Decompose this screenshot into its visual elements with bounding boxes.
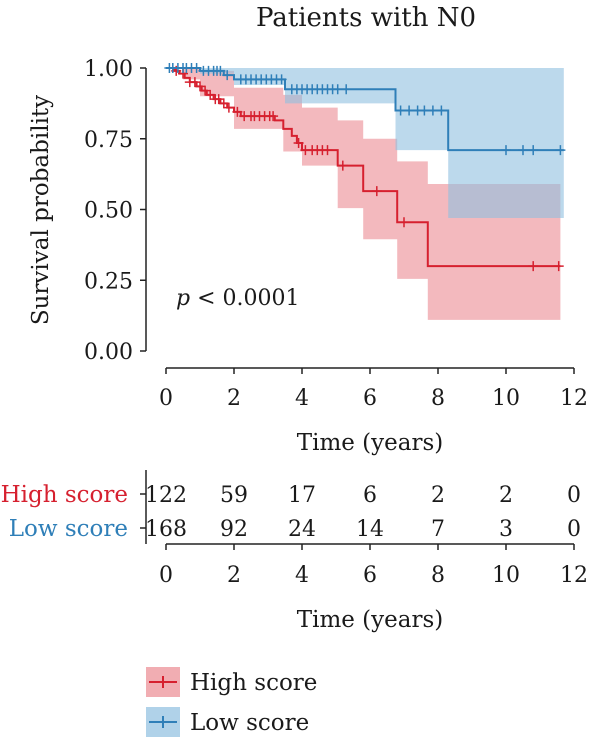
x-tick-label: 10 — [492, 386, 520, 411]
risk-table-row-label-high-score: High score — [1, 482, 128, 508]
risk-count-low-score: 3 — [499, 517, 513, 542]
censor-mark-low-score — [404, 105, 415, 116]
censor-mark-high-score — [223, 102, 234, 113]
censor-mark-low-score — [555, 145, 566, 156]
risk-count-high-score: 2 — [431, 483, 445, 508]
x-tick-label: 12 — [560, 386, 588, 411]
censor-mark-low-score — [341, 84, 352, 95]
censor-mark-low-score — [222, 70, 233, 81]
x-tick-label: 6 — [363, 386, 377, 411]
x-tick-label: 2 — [227, 386, 241, 411]
ci-band-low-score — [166, 68, 564, 218]
censor-mark-low-score — [191, 63, 202, 73]
p-value-annotation: p < 0.0001 — [176, 286, 300, 311]
censor-mark-low-score — [436, 105, 447, 116]
censor-marks — [164, 63, 566, 272]
chart-title: Patients with N0 — [256, 3, 476, 33]
x-tick-label: 0 — [159, 386, 173, 411]
x-tick-label: 8 — [431, 386, 445, 411]
censor-mark-high-score — [205, 89, 216, 100]
censor-mark-high-score — [337, 160, 348, 171]
risk-count-low-score: 168 — [145, 517, 187, 542]
censor-mark-low-score — [419, 105, 430, 116]
censor-mark-high-score — [218, 98, 229, 109]
censor-mark-high-score — [213, 94, 224, 105]
censor-mark-low-score — [518, 145, 528, 156]
risk-table-x-tick-label: 2 — [227, 563, 241, 588]
censor-mark-low-score — [332, 84, 343, 95]
x-tick-label: 4 — [295, 386, 309, 411]
risk-count-high-score: 2 — [499, 483, 513, 508]
x-axis-label: Time (years) — [297, 430, 444, 456]
p-value-text: < 0.0001 — [190, 286, 299, 311]
legend-label-low-score: Low score — [190, 710, 309, 736]
risk-table-x-tick-label: 8 — [431, 563, 445, 588]
risk-table-x-axis-label: Time (years) — [297, 607, 444, 633]
risk-count-high-score: 0 — [567, 483, 581, 508]
censor-mark-high-score — [195, 81, 205, 92]
ci-band-high-score — [166, 68, 561, 320]
censor-mark-high-score — [399, 217, 409, 228]
y-tick-label: 0.25 — [84, 269, 133, 294]
censor-mark-high-score — [268, 111, 279, 122]
censor-mark-high-score — [553, 261, 564, 272]
risk-count-high-score: 17 — [288, 483, 316, 508]
censor-mark-high-score — [189, 77, 200, 88]
risk-count-high-score: 122 — [145, 483, 187, 508]
censor-mark-low-score — [395, 105, 406, 116]
legend: High score Low score — [146, 667, 317, 737]
legend-label-high-score: High score — [190, 670, 317, 696]
plot-axes: 0.00 0.25 0.50 0.75 1.00 0 2 4 6 8 10 12 — [84, 57, 588, 411]
censor-mark-high-score — [528, 261, 539, 272]
risk-count-high-score: 6 — [363, 483, 377, 508]
censor-mark-low-score — [427, 105, 438, 116]
y-tick-label: 0.50 — [84, 199, 133, 224]
censor-mark-high-score — [232, 106, 243, 117]
risk-table-row-label-low-score: Low score — [9, 516, 128, 542]
risk-count-low-score: 7 — [431, 517, 445, 542]
risk-count-low-score: 14 — [356, 517, 384, 542]
risk-table-x-tick-label: 12 — [560, 563, 588, 588]
censor-mark-high-score — [293, 137, 304, 148]
ci-bands — [166, 68, 564, 320]
censor-mark-low-score — [528, 145, 539, 156]
risk-table-x-tick-label: 6 — [363, 563, 377, 588]
risk-count-high-score: 59 — [220, 483, 248, 508]
p-value-symbol: p — [176, 286, 190, 311]
censor-mark-high-score — [200, 85, 211, 96]
risk-table-x-tick-label: 4 — [295, 563, 309, 588]
censor-mark-high-score — [371, 186, 382, 197]
censor-mark-low-score — [215, 65, 226, 76]
censor-mark-high-score — [322, 145, 333, 156]
risk-table-x-tick-label: 0 — [159, 563, 173, 588]
y-tick-label: 1.00 — [84, 57, 133, 82]
y-tick-label: 0.75 — [84, 128, 133, 153]
risk-table-x-tick-label: 10 — [492, 563, 520, 588]
risk-count-low-score: 92 — [220, 517, 248, 542]
censor-mark-low-score — [501, 145, 511, 156]
y-axis-label: Survival probability — [28, 95, 54, 325]
risk-count-low-score: 24 — [288, 517, 316, 542]
y-tick-label: 0.00 — [84, 340, 133, 365]
censor-mark-low-score — [276, 74, 287, 85]
risk-count-low-score: 0 — [567, 517, 581, 542]
